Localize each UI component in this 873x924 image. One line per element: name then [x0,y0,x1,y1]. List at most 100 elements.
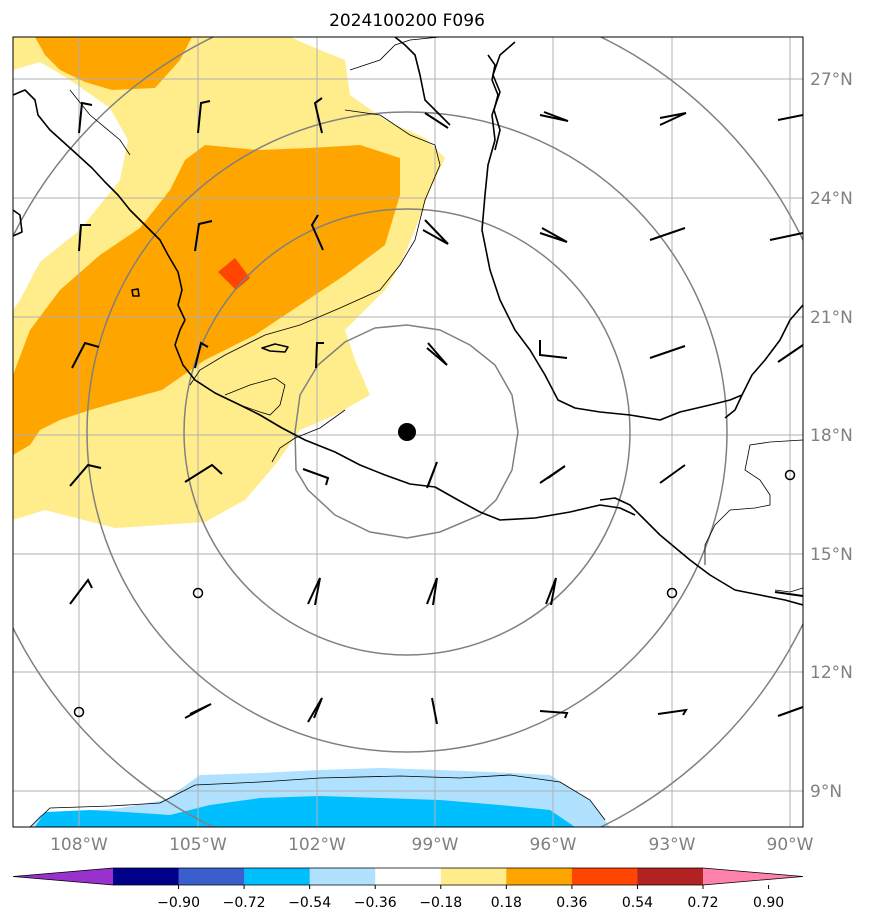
wind-barb [539,111,569,122]
longitude-labels: 108°W 105°W 102°W 99°W 96°W 93°W 90°W [50,835,814,855]
wind-barbs [69,97,803,725]
wind-barb [78,101,93,134]
colorbar: −0.90 −0.72 −0.54 −0.36 −0.18 0.18 0.36 0.54 0.7… [12,867,804,911]
map-title: 2024100200 F096 [329,11,485,31]
shade-orange [13,145,400,455]
wind-barb [184,463,223,483]
calm-circle [73,706,85,718]
colorbar-tick-label: 0.54 [622,895,653,911]
lat-label: 12°N [810,663,853,683]
colorbar-tick-label: −0.90 [157,895,200,911]
colorbar-tick-label: 0.18 [491,895,522,911]
wind-barb [426,342,448,366]
colorbar-tick-label: −0.54 [288,895,331,911]
wind-barb [777,344,803,363]
wind-barb [424,112,449,129]
calm-circle [784,469,796,481]
coastline-island-small [131,288,140,297]
calm-circle [192,587,204,599]
wind-barb [307,577,321,606]
wind-barb [659,112,687,126]
wind-barb [777,706,803,717]
colorbar-segment [506,868,573,885]
lon-label: 96°W [530,835,577,855]
lon-label: 93°W [649,835,696,855]
coastline-gulf-west [394,37,451,126]
wind-barb [545,577,557,606]
wind-barb [539,465,566,484]
colorbar-tick-label: 0.36 [556,895,587,911]
colorbar-tick-label: −0.36 [354,895,397,911]
graticule [13,37,803,827]
state-border-1 [69,89,131,156]
colorbar-segment [440,868,507,885]
coastline-gulf-mexico [481,41,743,421]
border-central-america [774,587,803,593]
range-ring-2 [183,208,631,656]
lat-label: 15°N [810,545,853,565]
calm-markers [73,469,796,718]
colorbar-segment [571,868,638,885]
lon-label: 105°W [169,835,227,855]
lon-label: 102°W [288,835,346,855]
wind-barb [539,710,569,719]
wind-barb [426,577,438,606]
wind-barb [69,578,93,605]
wind-barb [649,227,686,241]
lat-label: 21°N [810,308,853,328]
range-ring-1 [294,324,519,539]
shade-orange-top [35,37,192,90]
lat-label: 9°N [810,782,842,802]
map-area [13,37,803,827]
lon-label: 90°W [767,835,814,855]
colorbar-segment [178,868,245,885]
state-border-5 [271,409,346,463]
colorbar-segment [244,868,311,885]
wind-barb [78,224,91,252]
colorbar-outline [12,867,804,886]
latitude-labels: 27°N 24°N 21°N 18°N 15°N 12°N 9°N [810,70,853,802]
colorbar-tick-label: −0.72 [223,895,266,911]
coastline-gulf-honduras [599,497,803,606]
colorbar-segment [113,868,180,885]
wind-barb [539,227,568,243]
coastline-island-2 [261,343,289,353]
wind-barb [194,220,213,252]
lon-label: 99°W [412,835,459,855]
wind-barb [307,697,323,723]
wind-barb [431,697,438,725]
wind-barb [539,340,568,359]
colorbar-segment [309,868,376,885]
coastline-texas-islands [487,54,501,151]
colorbar-segment [375,868,442,885]
wind-barb [194,341,209,369]
lon-label: 108°W [50,835,108,855]
calm-circle [666,587,678,599]
wind-barb [69,463,102,487]
colorbar-tick-label: −0.18 [419,895,462,911]
colorbar-tick-label: 0.72 [687,895,718,911]
state-border-3 [189,109,441,386]
border-guatemala [704,439,803,565]
colorbar-tick-label: 0.90 [753,895,784,911]
wind-barb [649,345,686,359]
state-border-4 [224,377,286,416]
storm-center-dot [398,423,416,441]
colorbar-extend-high [703,868,803,885]
coastline-pacific [13,89,636,521]
lat-label: 18°N [810,426,853,446]
wind-barb [422,219,449,245]
wind-barb [657,708,688,716]
coastline-yucatan [741,304,803,396]
wind-barb [302,468,330,486]
borders [29,37,803,827]
wind-barb [197,100,211,134]
wind-barb [310,214,324,251]
border-pacific-south [29,774,606,827]
range-ring-3 [86,111,728,753]
shade-deep-sky-blue [35,796,575,827]
wind-barb [313,97,323,134]
wind-barb [777,114,803,121]
colorbar-extend-low [13,868,113,885]
